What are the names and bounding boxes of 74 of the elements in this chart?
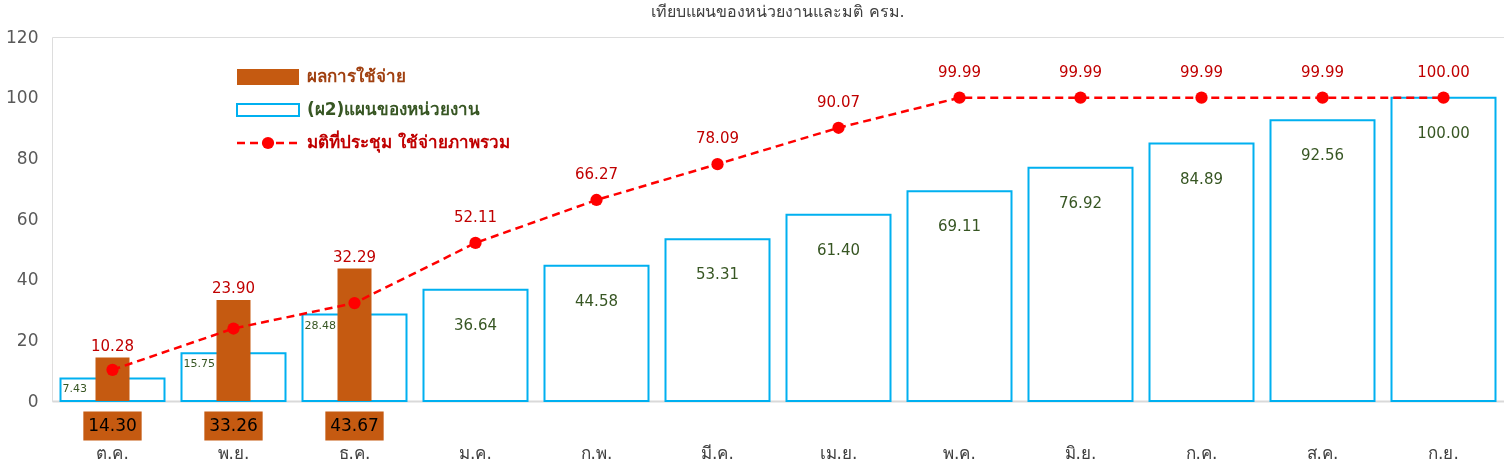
y-tick-label: 80 (16, 147, 39, 168)
point (1074, 91, 1087, 104)
x-tick-label: มี.ค. (701, 442, 734, 463)
legend-label: (ผ2)แผนของหน่วยงาน (307, 99, 481, 119)
data-label: 14.30 (88, 415, 137, 435)
data-label: 7.43 (62, 382, 87, 396)
y-tick-label: 120 (6, 26, 39, 47)
y-tick-label: 40 (16, 269, 39, 290)
data-label: 23.90 (212, 279, 255, 298)
point (469, 236, 482, 250)
data-label: 99.99 (1059, 62, 1102, 81)
y-tick-label: 60 (16, 208, 39, 229)
bar (1390, 96, 1497, 402)
x-tick-label: พ.ย. (217, 442, 250, 463)
point (832, 121, 845, 134)
bar (543, 264, 650, 402)
point (590, 193, 603, 207)
data-label: 61.40 (817, 240, 860, 259)
data-label: 36.64 (454, 315, 497, 334)
chart-title: เทียบแผนของหน่วยงานและมติ ครม. (651, 2, 905, 21)
bar (1027, 166, 1134, 402)
bar (1148, 142, 1255, 402)
data-label: 44.58 (575, 291, 618, 310)
bar (1269, 119, 1376, 402)
data-label: 92.56 (1301, 146, 1344, 165)
x-tick-label: ม.ค. (459, 442, 492, 463)
point (227, 322, 240, 335)
x-tick-label: ต.ค. (96, 442, 129, 463)
x-tick-label: ธ.ค. (338, 442, 371, 463)
data-label: 69.11 (938, 217, 981, 236)
data-label: 53.31 (696, 265, 739, 284)
data-label: 76.92 (1059, 193, 1102, 212)
legend-label: ผลการใช้จ่าย (307, 66, 406, 86)
x-tick-label: มิ.ย. (1064, 442, 1097, 463)
point (106, 363, 119, 376)
data-label: 43.67 (330, 415, 379, 435)
bar (216, 300, 251, 401)
data-label: 100.00 (1417, 123, 1470, 142)
legend-label: มติที่ประชุม ใช้จ่ายภาพรวม (307, 130, 510, 153)
data-label: 15.75 (183, 357, 215, 371)
point (348, 296, 361, 310)
data-label: 99.99 (1301, 62, 1344, 81)
data-label: 78.09 (696, 129, 739, 148)
bar (422, 288, 529, 402)
data-label: 52.11 (454, 207, 497, 226)
data-label: 33.26 (209, 415, 258, 435)
bar (906, 190, 1013, 402)
x-tick-label: ส.ค. (1306, 442, 1339, 463)
x-tick-label: ก.พ. (580, 442, 613, 463)
bar (785, 213, 892, 402)
bar (664, 238, 771, 402)
data-label: 32.29 (333, 247, 376, 266)
y-tick-label: 20 (16, 329, 39, 350)
point (953, 91, 966, 104)
y-tick-label: 100 (6, 87, 39, 108)
data-label: 66.27 (575, 164, 618, 183)
point (1195, 91, 1208, 104)
point (1316, 91, 1329, 104)
y-tick-label: 0 (27, 390, 39, 411)
bar (95, 357, 130, 401)
data-label: 10.28 (91, 336, 134, 355)
data-label: 90.07 (817, 92, 860, 111)
point (711, 158, 724, 171)
x-tick-label: พ.ค. (943, 442, 976, 463)
bar (337, 268, 372, 401)
data-label: 84.89 (1180, 169, 1223, 188)
x-tick-label: เม.ย. (819, 442, 858, 463)
data-label: 28.48 (304, 318, 336, 332)
data-label: 99.99 (1180, 62, 1223, 81)
point (1437, 91, 1450, 104)
data-label: 100.00 (1417, 62, 1470, 81)
x-tick-label: ก.ค. (1185, 442, 1218, 463)
data-label: 99.99 (938, 62, 981, 81)
x-tick-label: ก.ย. (1428, 442, 1459, 463)
